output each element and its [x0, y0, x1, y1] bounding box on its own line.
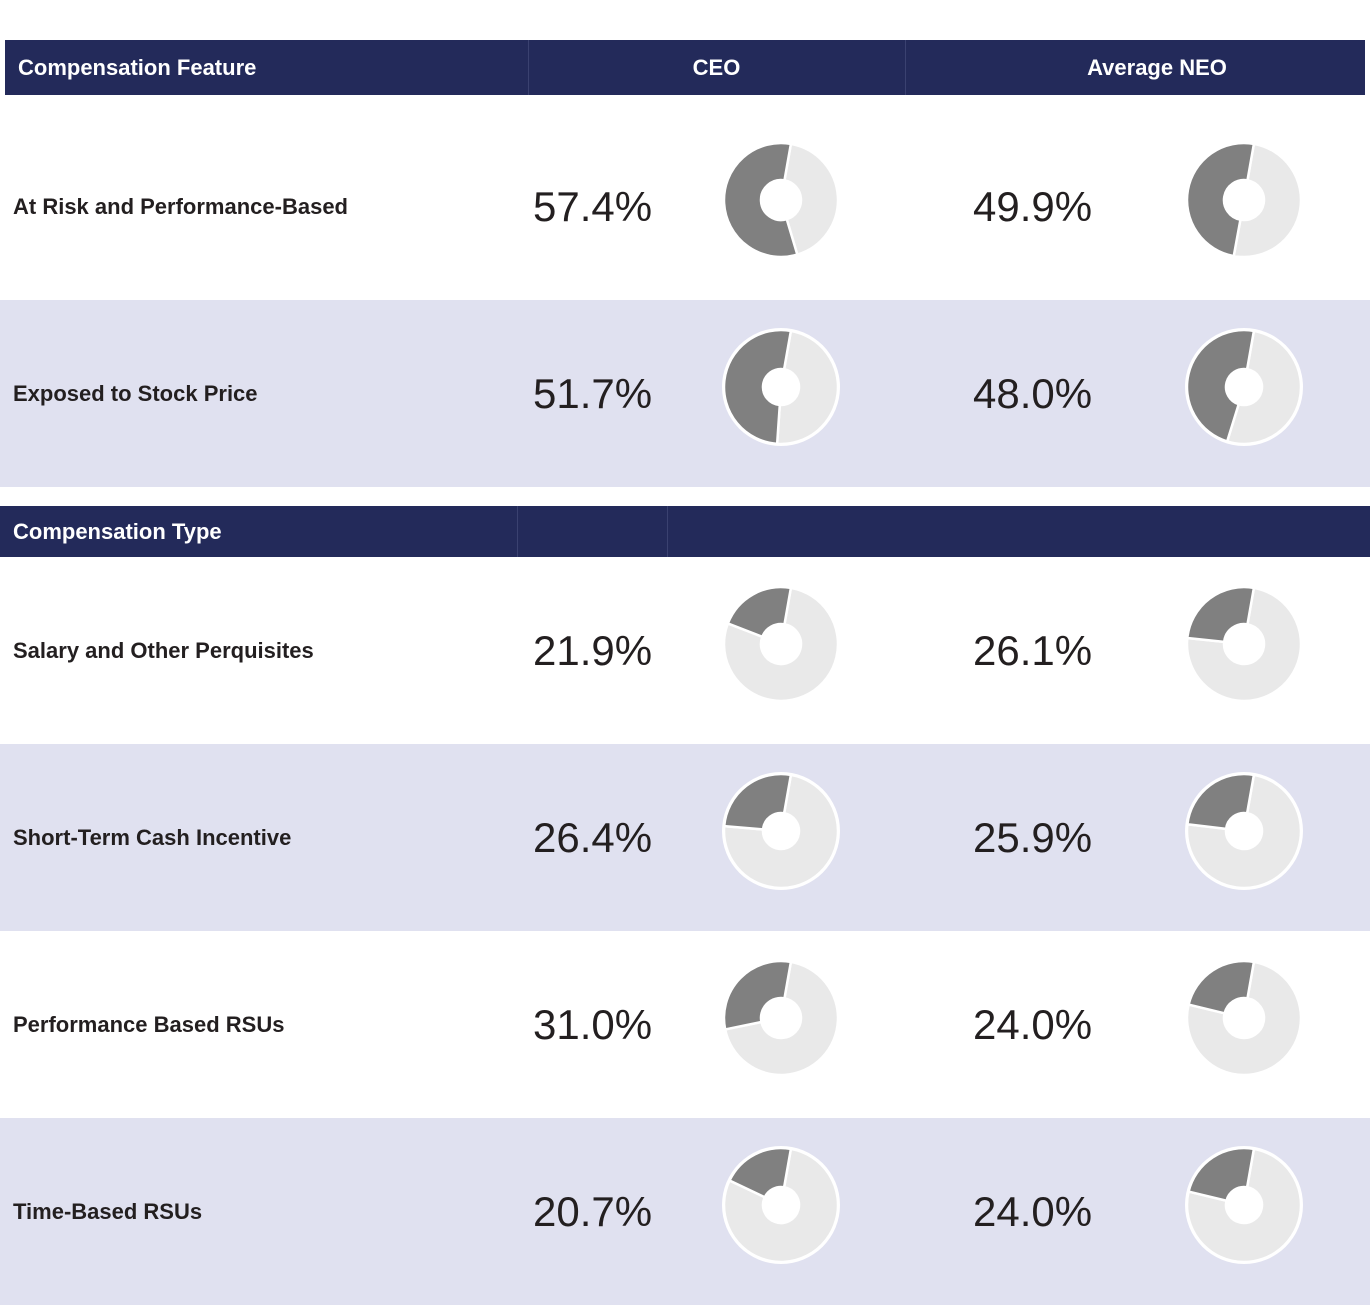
donut-slice-remainder	[1225, 329, 1303, 446]
type-header-label: Compensation Type	[13, 518, 222, 544]
donut-slice-value	[1187, 959, 1256, 1015]
donut-slice-remainder	[722, 773, 840, 890]
donut-slice-value	[727, 1146, 793, 1199]
donut-slice-value	[722, 328, 793, 446]
donut-slice-value	[726, 585, 793, 639]
type-header: Compensation Type	[0, 506, 1370, 557]
feature-header: Compensation Feature CEO Average NEO	[5, 40, 1365, 95]
ceo-donut	[722, 585, 840, 703]
donut-slice-value	[1185, 585, 1256, 644]
row-label: Performance Based RSUs	[13, 1011, 285, 1037]
donut-slice-value	[722, 141, 799, 259]
ceo-donut	[722, 959, 840, 1077]
donut-slice-value	[1185, 141, 1256, 258]
table-row: Time-Based RSUs 20.7% 24.0%	[0, 1118, 1370, 1305]
donut-slice-remainder	[723, 960, 840, 1077]
table-row: Exposed to Stock Price 51.7% 48.0%	[0, 300, 1370, 487]
neo-percent: 25.9%	[973, 813, 1093, 861]
table-row: Short-Term Cash Incentive 26.4% 25.9%	[0, 744, 1370, 931]
neo-donut	[1185, 959, 1303, 1077]
header-divider	[905, 40, 906, 95]
ceo-donut	[722, 141, 840, 259]
row-label: Exposed to Stock Price	[13, 380, 258, 406]
ceo-percent: 51.7%	[533, 369, 653, 417]
ceo-percent: 21.9%	[533, 626, 653, 674]
donut-slice-remainder	[722, 1147, 840, 1264]
header-divider	[528, 40, 529, 95]
donut-slice-remainder	[1185, 773, 1303, 890]
table-row: Salary and Other Perquisites 21.9% 26.1%	[0, 557, 1370, 744]
header-divider	[517, 506, 518, 557]
donut-slice-remainder	[775, 329, 840, 446]
donut-slice-remainder	[722, 586, 840, 703]
table-row: Performance Based RSUs 31.0% 24.0%	[0, 931, 1370, 1118]
neo-percent: 24.0%	[973, 1000, 1093, 1048]
row-label: Time-Based RSUs	[13, 1198, 203, 1224]
neo-donut	[1185, 141, 1303, 259]
neo-percent: 26.1%	[973, 626, 1093, 674]
neo-percent: 48.0%	[973, 369, 1093, 417]
neo-donut	[1185, 1146, 1303, 1264]
table-row: At Risk and Performance-Based 57.4% 49.9…	[0, 113, 1370, 300]
ceo-donut	[722, 328, 840, 446]
ceo-donut	[722, 1146, 840, 1264]
donut-slice-value	[722, 772, 793, 831]
row-label: Salary and Other Perquisites	[13, 637, 314, 663]
ceo-percent: 20.7%	[533, 1187, 653, 1235]
donut-slice-remainder	[783, 142, 840, 257]
neo-donut	[1185, 585, 1303, 703]
donut-slice-value	[722, 959, 793, 1031]
neo-column-header: Average NEO	[1087, 54, 1227, 80]
donut-slice-remainder	[1185, 586, 1303, 703]
donut-slice-value	[1185, 328, 1256, 444]
neo-percent: 49.9%	[973, 182, 1093, 230]
row-label: At Risk and Performance-Based	[13, 193, 348, 219]
donut-slice-value	[1186, 772, 1256, 831]
donut-slice-remainder	[1185, 1147, 1303, 1264]
donut-slice-remainder	[1185, 960, 1303, 1077]
header-divider	[667, 506, 668, 557]
neo-donut	[1185, 328, 1303, 446]
ceo-percent: 31.0%	[533, 1000, 653, 1048]
neo-donut	[1185, 772, 1303, 890]
row-label: Short-Term Cash Incentive	[13, 824, 292, 850]
ceo-percent: 57.4%	[533, 182, 653, 230]
ceo-donut	[722, 772, 840, 890]
feature-header-label: Compensation Feature	[18, 54, 257, 80]
ceo-column-header: CEO	[692, 54, 741, 80]
ceo-percent: 26.4%	[533, 813, 653, 861]
donut-slice-remainder	[1232, 142, 1303, 259]
neo-percent: 24.0%	[973, 1187, 1093, 1235]
donut-slice-value	[1187, 1146, 1256, 1203]
